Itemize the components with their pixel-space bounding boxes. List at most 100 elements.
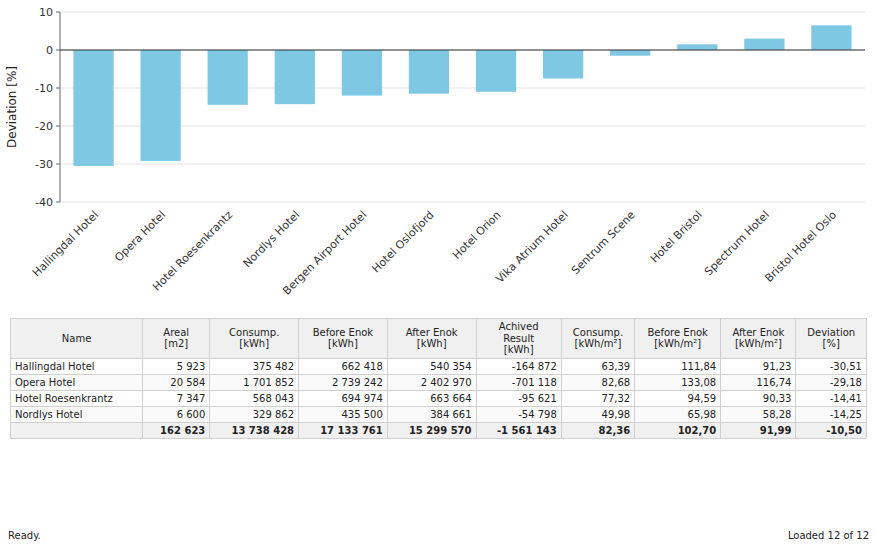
table-cell: 91,99 <box>721 422 796 438</box>
table-cell: 663 664 <box>387 390 476 406</box>
table-cell: Opera Hotel <box>11 374 143 390</box>
table-cell: 375 482 <box>210 358 299 374</box>
x-tick-label: Vika Atrium Hotel <box>493 208 570 285</box>
bar <box>73 50 113 166</box>
x-tick-label: Hotel Bristol <box>648 208 705 265</box>
y-tick-label: 10 <box>39 6 53 19</box>
table-cell: -29,18 <box>796 374 867 390</box>
grid-line <box>60 202 865 203</box>
table-cell: -54 798 <box>476 406 561 422</box>
zero-line <box>60 50 865 51</box>
grid-line <box>60 164 865 165</box>
table-cell: 91,23 <box>721 358 796 374</box>
table-cell: 90,33 <box>721 390 796 406</box>
bar <box>543 50 583 79</box>
table-cell: -164 872 <box>476 358 561 374</box>
data-table: NameAreal [m2]Consump. [kWh]Before Enok … <box>10 318 867 439</box>
x-tick-label: Hotel Orion <box>450 208 503 261</box>
bar <box>208 50 248 105</box>
table-cell: -1 561 143 <box>476 422 561 438</box>
x-tick-label: Hotel Roesenkrantz <box>150 208 235 293</box>
table-cell: 7 347 <box>143 390 210 406</box>
table-cell: 13 738 428 <box>210 422 299 438</box>
table-cell: 133,08 <box>635 374 721 390</box>
table-cell: -14,41 <box>796 390 867 406</box>
table-cell: 58,28 <box>721 406 796 422</box>
status-left: Ready. <box>8 530 41 541</box>
y-tick-label: 0 <box>46 44 53 57</box>
table-cell: 65,98 <box>635 406 721 422</box>
table-cell: -14,25 <box>796 406 867 422</box>
table-cell: 5 923 <box>143 358 210 374</box>
table-cell: 20 584 <box>143 374 210 390</box>
table-cell: -701 118 <box>476 374 561 390</box>
x-tick-label: Hallingdal Hotel <box>30 208 101 279</box>
table-cell: 662 418 <box>299 358 388 374</box>
table-cell: 1 701 852 <box>210 374 299 390</box>
table-header: Before Enok [kWh] <box>299 319 388 359</box>
y-tick <box>56 126 60 127</box>
table-cell: 540 354 <box>387 358 476 374</box>
y-tick-label: -40 <box>35 196 53 209</box>
y-tick <box>56 50 60 51</box>
table-cell: 116,74 <box>721 374 796 390</box>
table-cell: -95 621 <box>476 390 561 406</box>
table-cell: 329 862 <box>210 406 299 422</box>
table-cell: 102,70 <box>635 422 721 438</box>
grid-line <box>60 12 865 13</box>
x-tick-label: Sentrum Scene <box>569 208 638 277</box>
x-tick-label: Hotel Oslofjord <box>370 208 437 275</box>
table-cell: 384 661 <box>387 406 476 422</box>
table-header: Deviation [%] <box>796 319 867 359</box>
table-header: After Enok [kWh/m²] <box>721 319 796 359</box>
table-cell: 2 739 242 <box>299 374 388 390</box>
chart: -40 -30 -20 -10 0 10 Hallingdal HotelOpera Hot… <box>0 0 877 315</box>
y-tick <box>56 164 60 165</box>
bar <box>610 50 650 56</box>
bar <box>744 39 784 50</box>
y-tick <box>56 12 60 13</box>
table-cell: 2 402 970 <box>387 374 476 390</box>
table-cell: 49,98 <box>561 406 634 422</box>
table-header: Areal [m2] <box>143 319 210 359</box>
table-cell: 17 133 761 <box>299 422 388 438</box>
x-tick-label: Opera Hotel <box>112 208 168 264</box>
y-axis-line <box>60 12 61 202</box>
table-cell <box>11 422 143 438</box>
y-tick-label: -30 <box>35 158 53 171</box>
table-header: Before Enok [kWh/m²] <box>635 319 721 359</box>
table-cell: 6 600 <box>143 406 210 422</box>
table-header: Consump. [kWh] <box>210 319 299 359</box>
bar <box>476 50 516 92</box>
table-cell: 694 974 <box>299 390 388 406</box>
table-cell: 82,68 <box>561 374 634 390</box>
bar <box>342 50 382 96</box>
y-tick <box>56 88 60 89</box>
table-cell: 77,32 <box>561 390 634 406</box>
y-tick-label: -20 <box>35 120 53 133</box>
table-cell: 435 500 <box>299 406 388 422</box>
table-header: Consump. [kWh/m²] <box>561 319 634 359</box>
table-cell: 162 623 <box>143 422 210 438</box>
bar <box>275 50 315 104</box>
x-tick-label: Bristol Hotel Oslo <box>762 208 839 285</box>
table-cell: 63,39 <box>561 358 634 374</box>
bar <box>811 25 851 50</box>
table-cell: -10,50 <box>796 422 867 438</box>
y-axis-label: Deviation [%] <box>5 66 19 148</box>
table-header: After Enok [kWh] <box>387 319 476 359</box>
table-area: NameAreal [m2]Consump. [kWh]Before Enok … <box>10 318 867 439</box>
table-cell: 568 043 <box>210 390 299 406</box>
y-tick-label: -10 <box>35 82 53 95</box>
table-cell: -30,51 <box>796 358 867 374</box>
table-cell: Hallingdal Hotel <box>11 358 143 374</box>
x-tick-label: Nordlys Hotel <box>241 208 303 270</box>
table-cell: Nordlys Hotel <box>11 406 143 422</box>
bar <box>141 50 181 161</box>
table-cell: Hotel Roesenkrantz <box>11 390 143 406</box>
table-cell: 15 299 570 <box>387 422 476 438</box>
table-cell: 82,36 <box>561 422 634 438</box>
y-tick <box>56 202 60 203</box>
table-cell: 111,84 <box>635 358 721 374</box>
bars <box>73 25 851 166</box>
